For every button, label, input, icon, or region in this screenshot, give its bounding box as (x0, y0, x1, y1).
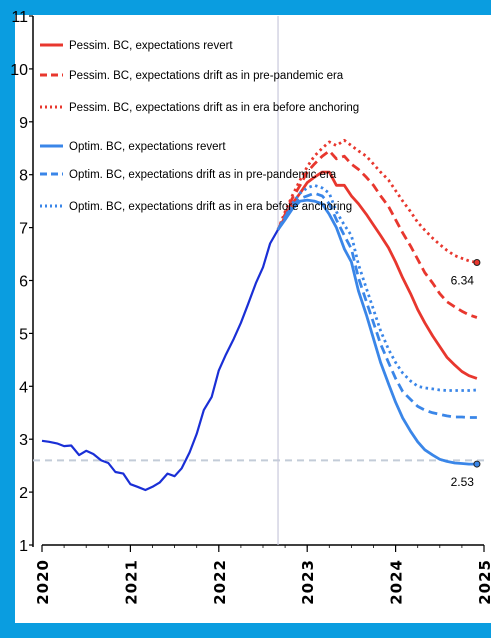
y-tick-label: 9 (19, 115, 28, 132)
end-label: 2.53 (451, 475, 475, 489)
series-line-4 (276, 198, 477, 466)
legend-label-4: Optim. BC, expectations revert (69, 141, 226, 153)
legend-label-1: Pessim. BC, expectations revert (69, 40, 233, 52)
x-tick-label: 2020 (34, 559, 52, 605)
end-marker (473, 460, 481, 468)
series-line-5 (276, 191, 477, 419)
y-tick-label: 5 (19, 326, 28, 343)
x-tick-label: 2022 (211, 559, 229, 605)
y-tick-label: 7 (19, 221, 28, 238)
x-tick-label: 2025 (476, 559, 491, 605)
y-tick-label: 2 (19, 485, 28, 502)
y-tick-label: 10 (10, 62, 28, 79)
series-line-6 (276, 183, 477, 392)
y-tick-label: 11 (11, 9, 28, 26)
y-tick-label: 6 (19, 274, 28, 291)
legend-label-6: Optim. BC, expectations drift as in era … (69, 201, 352, 213)
history-line (41, 229, 279, 492)
x-tick-label: 2023 (299, 559, 317, 605)
end-marker (473, 259, 481, 267)
series-line-2 (276, 149, 478, 319)
x-tick-label: 2021 (122, 559, 140, 605)
legend-label-3: Pessim. BC, expectations drift as in era… (69, 102, 359, 114)
legend-label-2: Pessim. BC, expectations drift as in pre… (69, 70, 344, 82)
series-line-1 (276, 170, 478, 380)
y-tick-label: 8 (19, 168, 28, 185)
y-tick-label: 4 (19, 379, 28, 396)
series-line-3 (276, 138, 478, 264)
x-tick-label: 2024 (388, 559, 406, 605)
legend-label-5: Optim. BC, expectations drift as in pre-… (69, 169, 337, 181)
y-tick-label: 1 (19, 538, 28, 555)
y-tick-label: 3 (19, 432, 28, 449)
end-label: 6.34 (451, 274, 475, 288)
